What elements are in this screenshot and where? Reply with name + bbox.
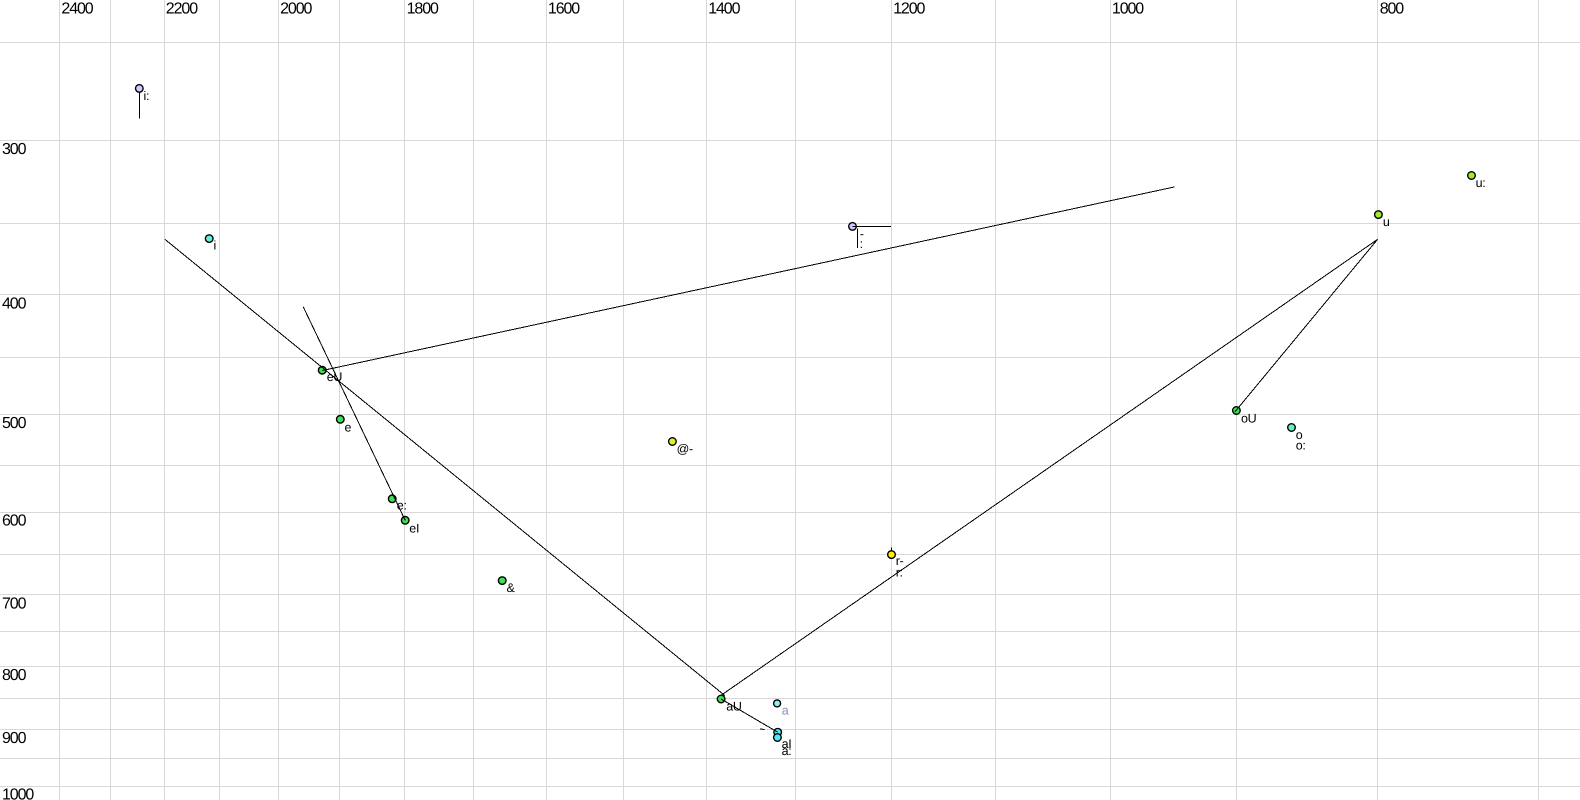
svg-text:900: 900: [2, 730, 27, 747]
svg-text:r:: r:: [896, 566, 903, 580]
svg-text:800: 800: [1380, 0, 1405, 17]
svg-text:eI: eI: [409, 522, 419, 536]
svg-text:2200: 2200: [166, 0, 198, 17]
svg-text:i: i: [214, 239, 216, 253]
svg-text:i:: i:: [144, 89, 150, 103]
svg-text:1000: 1000: [1112, 0, 1144, 17]
svg-text:oU: oU: [1241, 411, 1257, 425]
svg-text:aU: aU: [726, 700, 742, 714]
svg-text:700: 700: [2, 595, 27, 612]
svg-text:aI: aI: [782, 737, 792, 751]
svg-text:e: e: [345, 421, 352, 435]
svg-text:1000: 1000: [2, 787, 34, 800]
svg-text:400: 400: [2, 295, 27, 312]
svg-text:o:: o:: [1296, 438, 1306, 452]
svg-text:a:: a:: [782, 744, 792, 758]
svg-text:300: 300: [2, 141, 27, 158]
svg-text:a: a: [782, 703, 789, 717]
svg-text:e:: e:: [397, 499, 407, 513]
svg-text::: :: [860, 237, 863, 251]
svg-text:2000: 2000: [280, 0, 312, 17]
svg-text:o: o: [1296, 428, 1303, 442]
svg-text:1800: 1800: [407, 0, 439, 17]
svg-text:eU: eU: [327, 370, 343, 384]
svg-text:u: u: [1383, 215, 1390, 229]
svg-text:r-: r-: [896, 554, 904, 568]
svg-text:1400: 1400: [708, 0, 740, 17]
svg-text:&: &: [507, 581, 516, 595]
svg-text:500: 500: [2, 415, 27, 432]
svg-text:-: -: [860, 227, 864, 241]
svg-text:1200: 1200: [893, 0, 925, 17]
svg-text:u:: u:: [1476, 176, 1486, 190]
svg-text:800: 800: [2, 667, 27, 684]
svg-text:600: 600: [2, 513, 27, 530]
svg-text:2400: 2400: [61, 0, 93, 17]
svg-text:1600: 1600: [548, 0, 580, 17]
svg-text:@-: @-: [677, 442, 693, 456]
